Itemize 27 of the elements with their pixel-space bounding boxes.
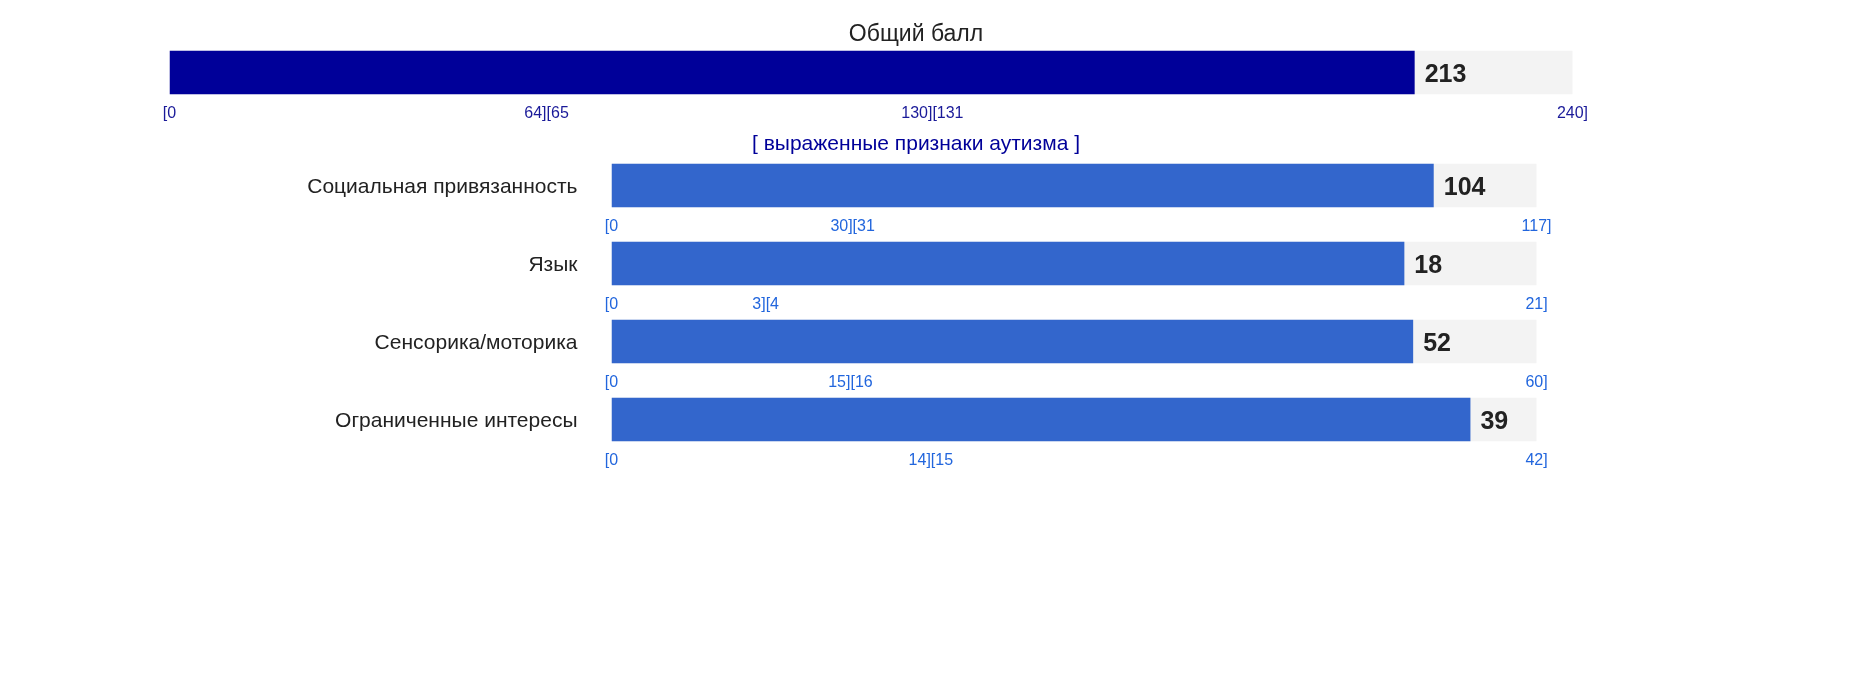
x-tick-label: 21] — [1525, 294, 1548, 312]
annotation: [ выраженные признаки аутизма ] — [752, 130, 1080, 154]
x-tick-label: 60] — [1525, 372, 1548, 390]
x-tick-label: 240] — [1556, 103, 1589, 121]
x-tick-label: [0 — [162, 103, 177, 121]
data-label: 213 — [1424, 58, 1467, 87]
y-tick-label: Сенсорика/моторика — [374, 330, 578, 353]
chart-title: Общий балл — [848, 19, 984, 46]
x-tick-label: 3][4 — [752, 294, 780, 312]
data-label: 18 — [1414, 249, 1443, 278]
data-label: 104 — [1443, 171, 1486, 200]
x-tick-label: 117] — [1521, 216, 1552, 234]
x-tick-label: 30][31 — [830, 216, 875, 234]
x-tick-label: [0 — [604, 294, 619, 312]
x-tick-label: 15][16 — [828, 372, 873, 390]
x-tick-label: 130][131 — [901, 103, 964, 121]
x-tick-label: [0 — [604, 450, 619, 468]
y-tick-label: Ограниченные интересы — [335, 408, 578, 431]
y-tick-label: Язык — [528, 252, 579, 275]
x-tick-label: 64][65 — [524, 103, 569, 121]
data-label: 52 — [1423, 327, 1451, 356]
x-tick-label: [0 — [604, 216, 619, 234]
data-label: 39 — [1480, 405, 1509, 434]
x-tick-label: 42] — [1525, 450, 1548, 468]
y-tick-label: Социальная привязанность — [307, 174, 578, 197]
x-tick-label: 14][15 — [908, 450, 954, 468]
x-tick-label: [0 — [604, 372, 619, 390]
